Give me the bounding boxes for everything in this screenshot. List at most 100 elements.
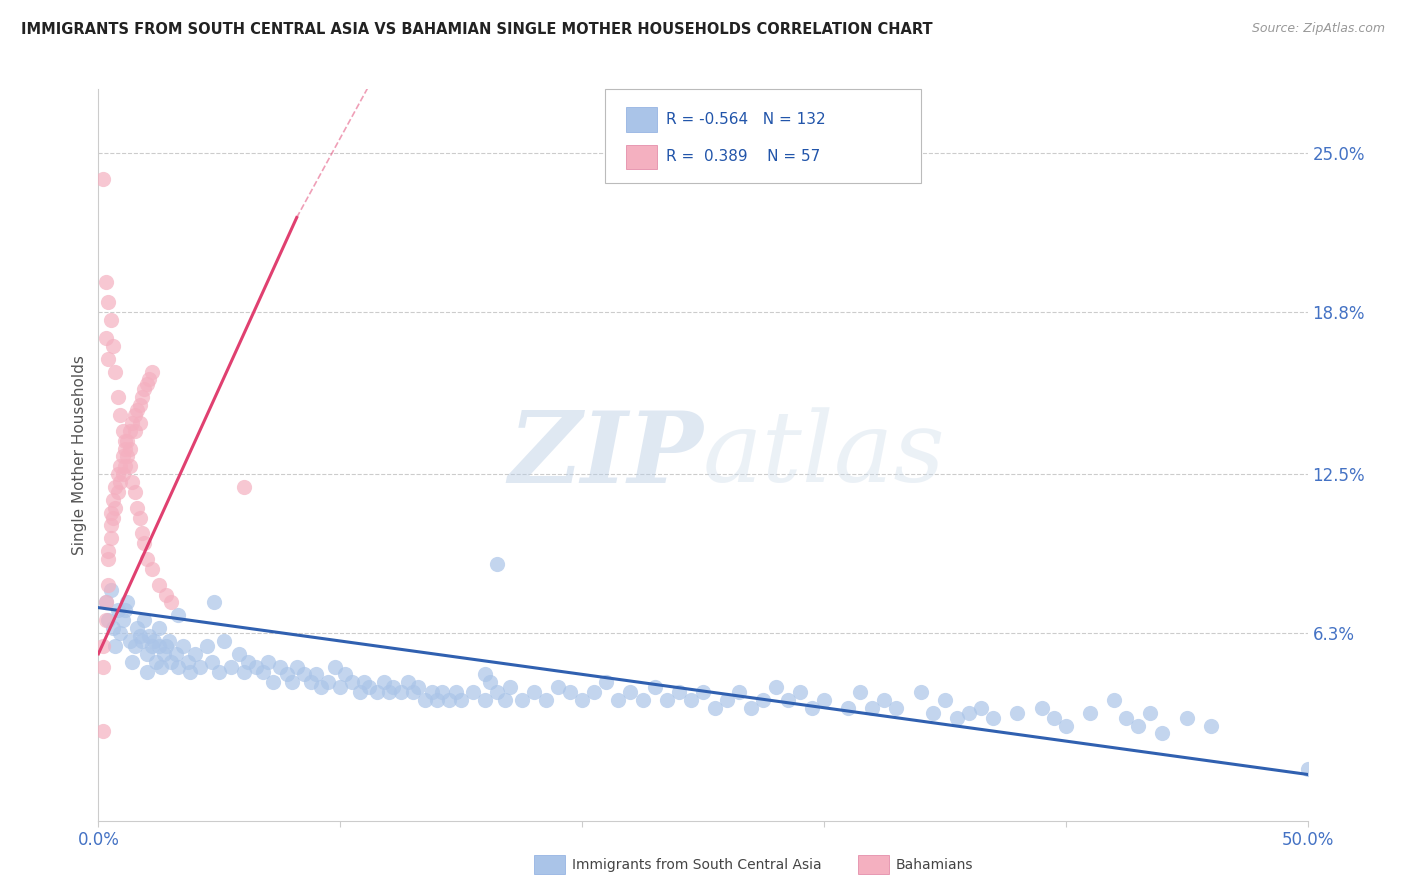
- Point: [494, 693, 516, 707]
- Point: [107, 485, 129, 500]
- Point: [128, 629, 150, 643]
- Point: [1139, 706, 1161, 720]
- Point: [135, 377, 157, 392]
- Point: [534, 693, 557, 707]
- Point: [118, 459, 141, 474]
- Point: [114, 434, 136, 448]
- Point: [333, 667, 356, 681]
- Point: [252, 665, 274, 679]
- Point: [111, 614, 134, 628]
- Point: [167, 659, 190, 673]
- Point: [873, 693, 896, 707]
- Point: [100, 532, 122, 546]
- Point: [256, 655, 278, 669]
- Point: [212, 634, 235, 648]
- Point: [127, 403, 149, 417]
- Point: [121, 416, 143, 430]
- Point: [228, 647, 250, 661]
- Point: [450, 693, 472, 707]
- Point: [437, 693, 460, 707]
- Point: [238, 655, 260, 669]
- Point: [91, 172, 114, 186]
- Point: [165, 647, 187, 661]
- Point: [177, 655, 200, 669]
- Point: [571, 693, 593, 707]
- Point: [128, 398, 150, 412]
- Point: [366, 685, 388, 699]
- Point: [150, 659, 173, 673]
- Point: [474, 693, 496, 707]
- Point: [118, 424, 141, 438]
- Point: [679, 693, 702, 707]
- Point: [134, 614, 156, 628]
- Point: [276, 667, 298, 681]
- Point: [114, 459, 136, 474]
- Point: [131, 390, 153, 404]
- Point: [117, 595, 139, 609]
- Point: [309, 680, 332, 694]
- Point: [946, 711, 969, 725]
- Point: [789, 685, 811, 699]
- Point: [359, 680, 381, 694]
- Point: [1031, 700, 1053, 714]
- Point: [188, 659, 211, 673]
- Point: [148, 577, 170, 591]
- Point: [100, 582, 122, 597]
- Point: [160, 655, 183, 669]
- Point: [135, 665, 157, 679]
- Point: [329, 680, 352, 694]
- Point: [463, 685, 485, 699]
- Point: [201, 655, 224, 669]
- Point: [607, 693, 630, 707]
- Point: [91, 723, 114, 738]
- Point: [104, 639, 127, 653]
- Point: [934, 693, 956, 707]
- Point: [148, 639, 170, 653]
- Point: [813, 693, 835, 707]
- Point: [167, 608, 190, 623]
- Text: atlas: atlas: [703, 408, 946, 502]
- Point: [631, 693, 654, 707]
- Point: [1128, 719, 1150, 733]
- Point: [101, 510, 124, 524]
- Point: [957, 706, 980, 720]
- Point: [111, 467, 134, 482]
- Point: [886, 700, 908, 714]
- Point: [752, 693, 775, 707]
- Point: [1007, 706, 1029, 720]
- Point: [402, 685, 425, 699]
- Point: [292, 667, 315, 681]
- Point: [692, 685, 714, 699]
- Point: [157, 634, 180, 648]
- Point: [145, 655, 167, 669]
- Point: [121, 655, 143, 669]
- Point: [128, 416, 150, 430]
- Point: [285, 659, 308, 673]
- Text: Bahamians: Bahamians: [896, 858, 973, 872]
- Point: [910, 685, 932, 699]
- Point: [325, 659, 347, 673]
- Point: [1042, 711, 1064, 725]
- Point: [101, 621, 124, 635]
- Point: [128, 510, 150, 524]
- Point: [134, 383, 156, 397]
- Point: [740, 700, 762, 714]
- Point: [921, 706, 943, 720]
- Point: [127, 500, 149, 515]
- Point: [204, 595, 226, 609]
- Point: [668, 685, 690, 699]
- Point: [373, 675, 395, 690]
- Point: [104, 500, 127, 515]
- Point: [148, 621, 170, 635]
- Point: [221, 659, 243, 673]
- Point: [208, 665, 231, 679]
- Point: [97, 577, 120, 591]
- Point: [97, 351, 120, 366]
- Text: IMMIGRANTS FROM SOUTH CENTRAL ASIA VS BAHAMIAN SINGLE MOTHER HOUSEHOLDS CORRELAT: IMMIGRANTS FROM SOUTH CENTRAL ASIA VS BA…: [21, 22, 932, 37]
- Point: [195, 639, 218, 653]
- Point: [389, 685, 412, 699]
- Point: [1115, 711, 1137, 725]
- Point: [104, 364, 127, 378]
- Point: [152, 647, 174, 661]
- Text: ZIP: ZIP: [508, 407, 703, 503]
